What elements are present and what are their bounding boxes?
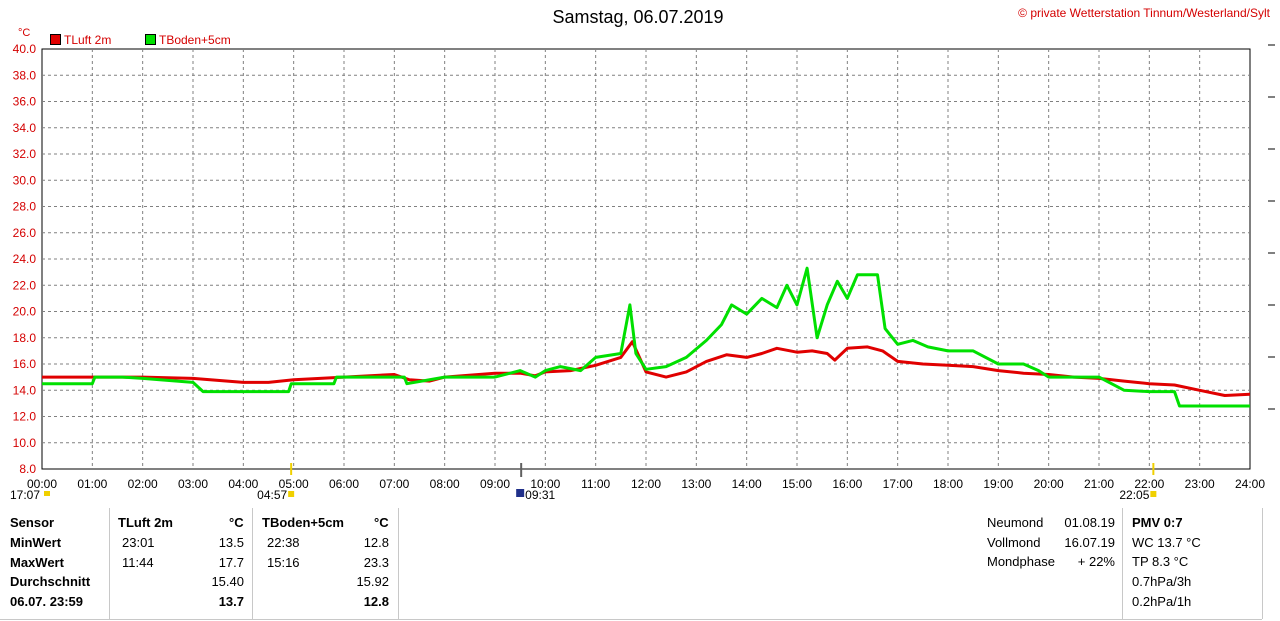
y-tick-label: 14.0 [13, 383, 37, 397]
y-unit-label: °C [18, 27, 31, 39]
sun-icon [1150, 491, 1157, 497]
x-tick-label: 09:00 [480, 477, 510, 491]
station-credit: © private Wetterstation Tinnum/Westerlan… [1018, 6, 1270, 20]
row-time-2: 15:16 [267, 555, 300, 570]
y-tick-label: 24.0 [13, 252, 37, 266]
series-line-tboden [42, 266, 1250, 408]
header-tboden: TBoden+5cm [262, 515, 344, 530]
x-tick-label: 22:00 [1134, 477, 1164, 491]
event-time-label: 22:05 [1119, 488, 1149, 500]
legend-label-tboden: TBoden+5cm [159, 33, 231, 47]
page-title: Samstag, 06.07.2019 [552, 7, 724, 27]
row-value-2: 23.3 [363, 555, 389, 570]
x-tick-label: 06:00 [329, 477, 359, 491]
row-value-1: 15.40 [211, 574, 244, 589]
x-tick-label: 14:00 [732, 477, 762, 491]
y-tick-label: 36.0 [13, 95, 37, 109]
x-tick-label: 08:00 [430, 477, 460, 491]
row-value-2: 15.92 [356, 574, 389, 589]
x-tick-label: 01:00 [77, 477, 107, 491]
table-divider [1122, 508, 1123, 619]
x-tick-label: 20:00 [1034, 477, 1064, 491]
row-time-1: 11:44 [122, 555, 154, 570]
x-tick-label: 19:00 [983, 477, 1013, 491]
row-label: 06.07. 23:59 [10, 594, 84, 609]
legend-item-tluft: TLuft 2m [50, 33, 111, 47]
y-tick-label: 22.0 [13, 278, 37, 292]
table-divider [109, 508, 110, 619]
x-tick-label: 16:00 [832, 477, 862, 491]
pmv-value: PMV 0:7 [1132, 515, 1183, 530]
pressure-3h-value: 0.7hPa/3h [1132, 574, 1192, 589]
legend-label-tluft: TLuft 2m [64, 33, 112, 47]
temperature-chart: 8.0 10.0 12.0 14.0 16.0 18.0 20.0 22.0 24.0 26.0 2… [10, 42, 1275, 500]
x-tick-label: 10:00 [530, 477, 560, 491]
y-tick-label: 38.0 [13, 68, 37, 82]
x-tick-label: 03:00 [178, 477, 208, 491]
y-tick-label: 20.0 [13, 305, 37, 319]
moon-value-phase: + 22% [1077, 554, 1115, 569]
y-tick-label: 28.0 [13, 200, 37, 214]
legend-swatch-tluft [50, 34, 61, 45]
row-value-1: 17.7 [218, 555, 244, 570]
event-time-label: 09:31 [525, 488, 555, 500]
x-tick-label: 05:00 [279, 477, 309, 491]
moon-value-new: 01.08.19 [1064, 515, 1115, 530]
row-value-2: 12.8 [363, 535, 389, 550]
legend-swatch-tboden [145, 34, 156, 45]
header-sensor: Sensor [10, 515, 55, 530]
sun-icon [44, 491, 50, 496]
y-tick-label: 32.0 [13, 147, 37, 161]
x-tick-label: 11:00 [581, 477, 610, 491]
y-tick-label: 12.0 [13, 410, 37, 424]
x-tick-label: 17:00 [883, 477, 913, 491]
y-tick-label: 34.0 [13, 121, 37, 135]
x-tick-label: 02:00 [128, 477, 158, 491]
row-label: MinWert [10, 535, 62, 550]
y-tick-label: 8.0 [19, 462, 36, 476]
x-tick-label: 18:00 [933, 477, 963, 491]
moon-icon [516, 489, 525, 497]
row-label: Durchschnitt [10, 574, 91, 589]
row-time-1: 23:01 [122, 535, 155, 550]
row-value-1: 13.7 [218, 594, 244, 609]
dewpoint-value: TP 8.3 °C [1132, 554, 1189, 569]
legend-item-tboden: TBoden+5cm [145, 33, 231, 47]
x-tick-label: 21:00 [1084, 477, 1114, 491]
event-time-label: 04:57 [257, 488, 287, 500]
header-tluft: TLuft 2m [118, 515, 173, 530]
y-tick-label: 18.0 [13, 331, 37, 345]
row-label: MaxWert [10, 555, 64, 570]
event-time-label: 17:07 [10, 488, 40, 500]
windchill-value: WC 13.7 °C [1132, 535, 1201, 550]
table-divider [398, 508, 399, 619]
x-tick-label: 23:00 [1185, 477, 1215, 491]
table-divider [252, 508, 253, 619]
row-time-2: 22:38 [267, 535, 300, 550]
sun-icon [288, 491, 295, 497]
row-value-1: 13.5 [218, 535, 244, 550]
y-tick-label: 16.0 [13, 357, 37, 371]
header-unit-1: °C [229, 515, 244, 530]
moon-label-full: Vollmond [987, 535, 1041, 550]
y-tick-label: 10.0 [13, 436, 37, 450]
pressure-1h-value: 0.2hPa/1h [1132, 594, 1192, 609]
row-value-2: 12.8 [363, 594, 389, 609]
table-divider [1262, 508, 1263, 619]
y-tick-label: 30.0 [13, 173, 37, 187]
moon-value-full: 16.07.19 [1064, 535, 1115, 550]
x-tick-label: 00:00 [27, 477, 57, 491]
x-tick-label: 07:00 [379, 477, 409, 491]
x-tick-label: 13:00 [681, 477, 711, 491]
table-divider [0, 619, 1262, 620]
header-unit-2: °C [374, 515, 389, 530]
y-tick-label: 40.0 [13, 42, 37, 56]
x-tick-label: 15:00 [782, 477, 812, 491]
moon-label-phase: Mondphase [987, 554, 1055, 569]
moon-label-new: Neumond [987, 515, 1044, 530]
x-tick-label: 12:00 [631, 477, 661, 491]
y-tick-label: 26.0 [13, 226, 37, 240]
x-tick-label: 04:00 [228, 477, 258, 491]
x-tick-label: 24:00 [1235, 477, 1265, 491]
